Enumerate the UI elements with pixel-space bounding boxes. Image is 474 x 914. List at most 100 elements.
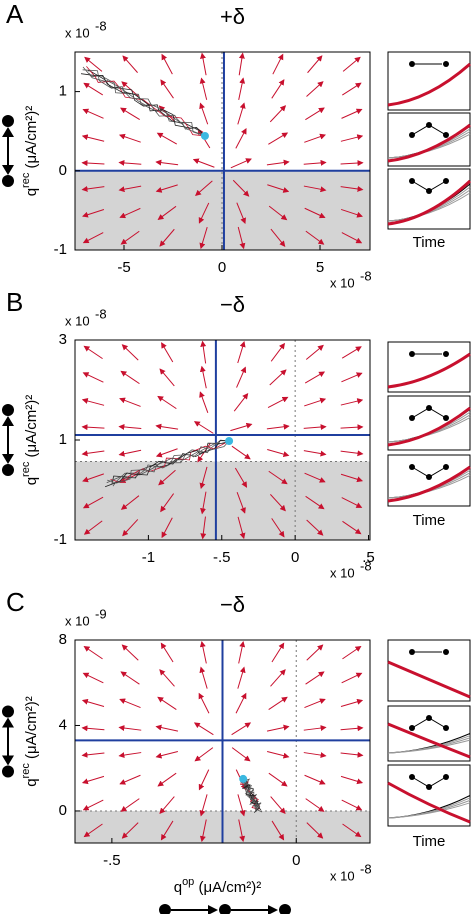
field-arrow [200, 52, 207, 76]
field-arrow [231, 445, 251, 460]
y-tick-label: 4 [59, 716, 67, 733]
field-arrow [238, 52, 245, 76]
field-arrow [120, 230, 140, 245]
motif-edge [411, 466, 447, 478]
field-arrow [303, 752, 327, 759]
panel-title: −δ [220, 292, 245, 317]
start-point [200, 131, 209, 140]
field-arrow [266, 159, 290, 166]
y-label-sup: rec [20, 461, 32, 477]
field-arrow [304, 397, 327, 407]
field-arrow [303, 159, 327, 166]
neuron-dot [2, 705, 14, 718]
field-arrow [306, 644, 324, 661]
field-arrow [157, 205, 177, 221]
y-label-main: q [23, 477, 40, 485]
x-tick-label: 0 [291, 549, 299, 566]
x-exponent: -8 [360, 558, 372, 573]
field-arrow [199, 102, 209, 125]
field-arrow [238, 640, 246, 664]
trajectory [242, 778, 261, 811]
x-tick-label: 0 [292, 852, 300, 869]
field-arrow [270, 494, 286, 512]
field-arrow [340, 698, 364, 707]
field-arrow [231, 722, 252, 736]
y-tick-label: -1 [54, 531, 67, 548]
y-tick-label: 0 [59, 162, 67, 179]
field-arrow [119, 397, 141, 407]
x-exponent: -8 [360, 268, 372, 283]
field-arrow [83, 645, 103, 660]
arrow-tip [2, 127, 14, 175]
field-arrow [118, 423, 142, 430]
field-arrow [268, 470, 288, 485]
panel-label: C [6, 587, 25, 617]
field-arrow [303, 424, 327, 431]
field-arrow [194, 747, 214, 762]
field-arrow [230, 158, 252, 169]
field-arrow [82, 232, 104, 244]
field-arrow [340, 208, 363, 218]
field-arrow [120, 671, 140, 685]
field-arrow [303, 185, 327, 193]
field-arrow [81, 160, 105, 167]
y-exponent-base: x 10 [65, 313, 90, 328]
y-tick-label: 0 [59, 802, 67, 819]
field-arrow [304, 133, 326, 143]
field-arrow [160, 820, 174, 841]
field-arrow [266, 724, 290, 732]
inset-x-label: Time [413, 234, 446, 251]
field-arrow [304, 698, 326, 708]
field-arrow [160, 642, 174, 663]
y-label-sup: rec [20, 763, 32, 779]
trajectory [107, 440, 230, 484]
motif-dot [443, 649, 449, 655]
inset-curve [387, 179, 472, 226]
inset-frame [387, 51, 471, 111]
field-arrow [237, 794, 246, 817]
y-label-unit: (μA/cm²)² [23, 395, 40, 462]
field-arrow [268, 132, 289, 145]
field-arrow [199, 77, 208, 100]
field-arrow [305, 671, 325, 685]
motif-dot [443, 351, 449, 357]
field-arrow [341, 346, 362, 359]
field-arrow [81, 751, 105, 758]
inset-trace [387, 802, 471, 819]
field-arrow [118, 185, 142, 193]
field-arrow [237, 516, 246, 540]
neuron-dot [2, 464, 14, 476]
y-tick-label: 1 [59, 431, 67, 448]
x-label-sup: op [182, 876, 194, 888]
field-arrow [340, 450, 364, 457]
field-arrow [198, 692, 210, 714]
y-tick-label: 1 [59, 83, 67, 100]
field-arrow [161, 53, 173, 75]
field-arrow [121, 344, 139, 361]
field-arrow [155, 184, 178, 193]
field-arrow [157, 772, 177, 787]
x-exponent-base: x 10 [330, 868, 355, 883]
field-arrow [235, 692, 247, 714]
trajectory [104, 439, 230, 488]
field-arrow [340, 134, 364, 142]
x-tick-label: -.5 [213, 549, 231, 566]
inset-trace [387, 739, 471, 754]
y-axis-label: qrec (μA/cm²)² [20, 395, 40, 486]
inset-curve [387, 722, 471, 759]
y-label-main: q [23, 188, 40, 196]
field-arrow [199, 640, 207, 664]
field-arrow [81, 450, 105, 457]
neuron-dot [2, 115, 14, 127]
inset-curve [387, 406, 471, 447]
field-arrow [119, 774, 141, 785]
y-tick-label: -1 [54, 241, 67, 258]
y-tick-label: 8 [59, 631, 67, 648]
field-arrow [341, 799, 363, 811]
field-arrow [83, 345, 103, 360]
field-arrow [236, 492, 246, 514]
field-arrow [237, 226, 246, 250]
inset-curve [387, 465, 471, 503]
inset-curve [387, 660, 471, 699]
inset-trace [387, 417, 471, 443]
